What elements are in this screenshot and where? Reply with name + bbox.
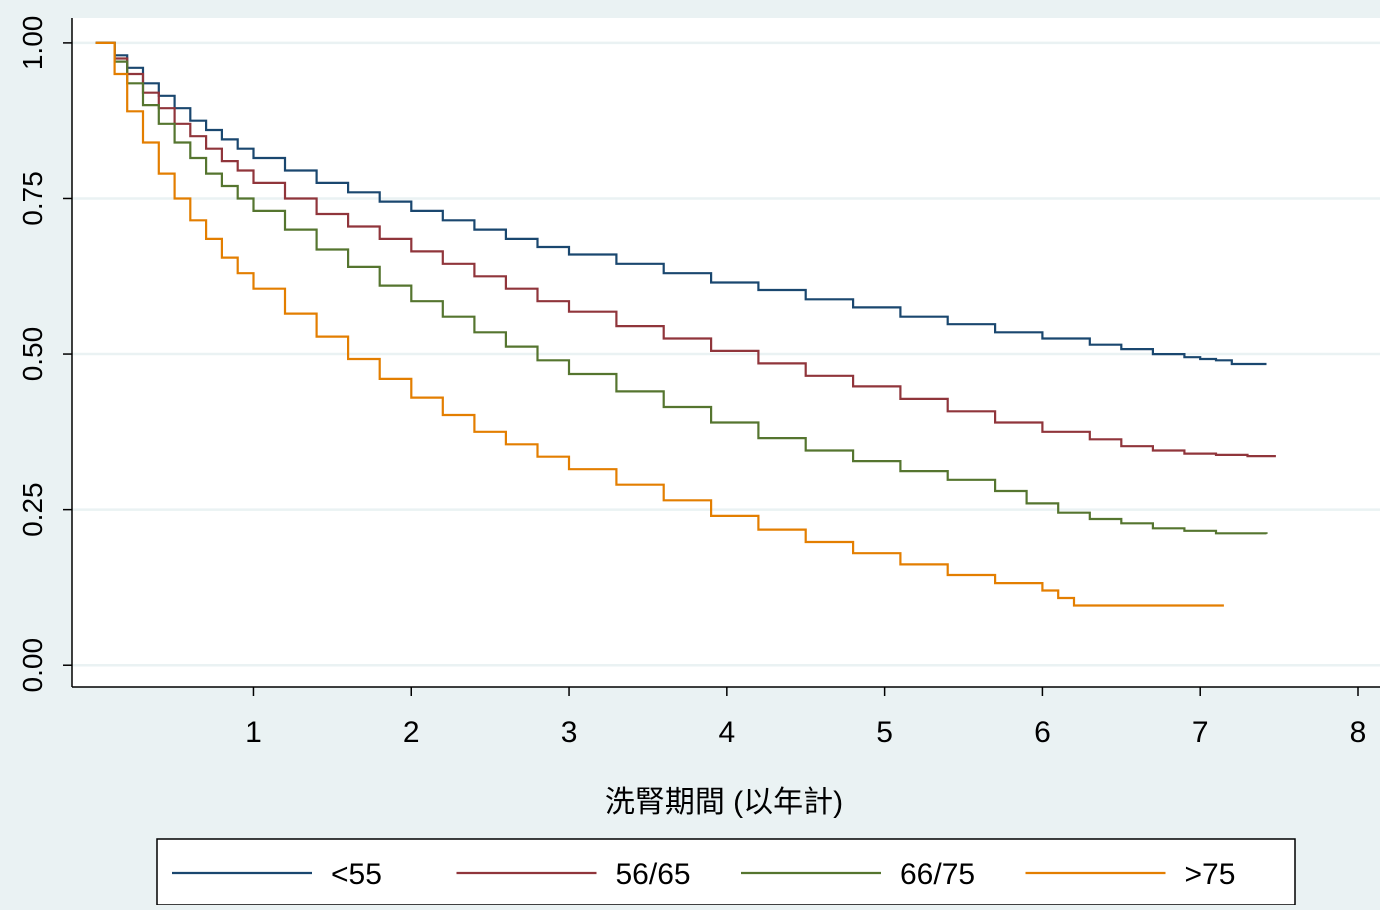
series-line-0 <box>95 41 1267 366</box>
y-tick-label: 0.50 <box>17 327 48 382</box>
axes <box>63 18 1380 696</box>
legend-label: 56/65 <box>616 858 691 891</box>
series-line-2 <box>95 41 1268 535</box>
y-tick-label: 0.00 <box>17 638 48 693</box>
series-lines <box>95 41 1276 607</box>
y-tick-labels: 0.00 0.25 0.50 0.75 1.00 <box>17 16 48 693</box>
x-tick-label: 4 <box>718 716 735 749</box>
legend-label: 66/75 <box>900 858 975 891</box>
x-tick-label: 1 <box>245 716 262 749</box>
x-tick-label: 6 <box>1034 716 1051 749</box>
x-axis-label: 洗腎期間 (以年計) <box>605 786 843 819</box>
series-line-1 <box>95 41 1276 458</box>
legend-label: >75 <box>1185 858 1236 891</box>
x-tick-label: 8 <box>1350 716 1367 749</box>
y-tick-label: 0.25 <box>17 482 48 537</box>
x-tick-label: 3 <box>561 716 578 749</box>
plot-area <box>72 18 1380 687</box>
x-tick-label: 2 <box>403 716 420 749</box>
legend-label: <55 <box>331 858 382 891</box>
y-tick-label: 0.75 <box>17 171 48 226</box>
x-tick-labels: 1 2 3 4 5 6 7 8 <box>245 716 1366 749</box>
x-tick-label: 5 <box>876 716 893 749</box>
y-tick-label: 1.00 <box>17 16 48 70</box>
x-tick-label: 7 <box>1192 716 1209 749</box>
legend: <55 56/65 66/75 >75 <box>156 838 1296 906</box>
series-line-3 <box>95 41 1224 607</box>
